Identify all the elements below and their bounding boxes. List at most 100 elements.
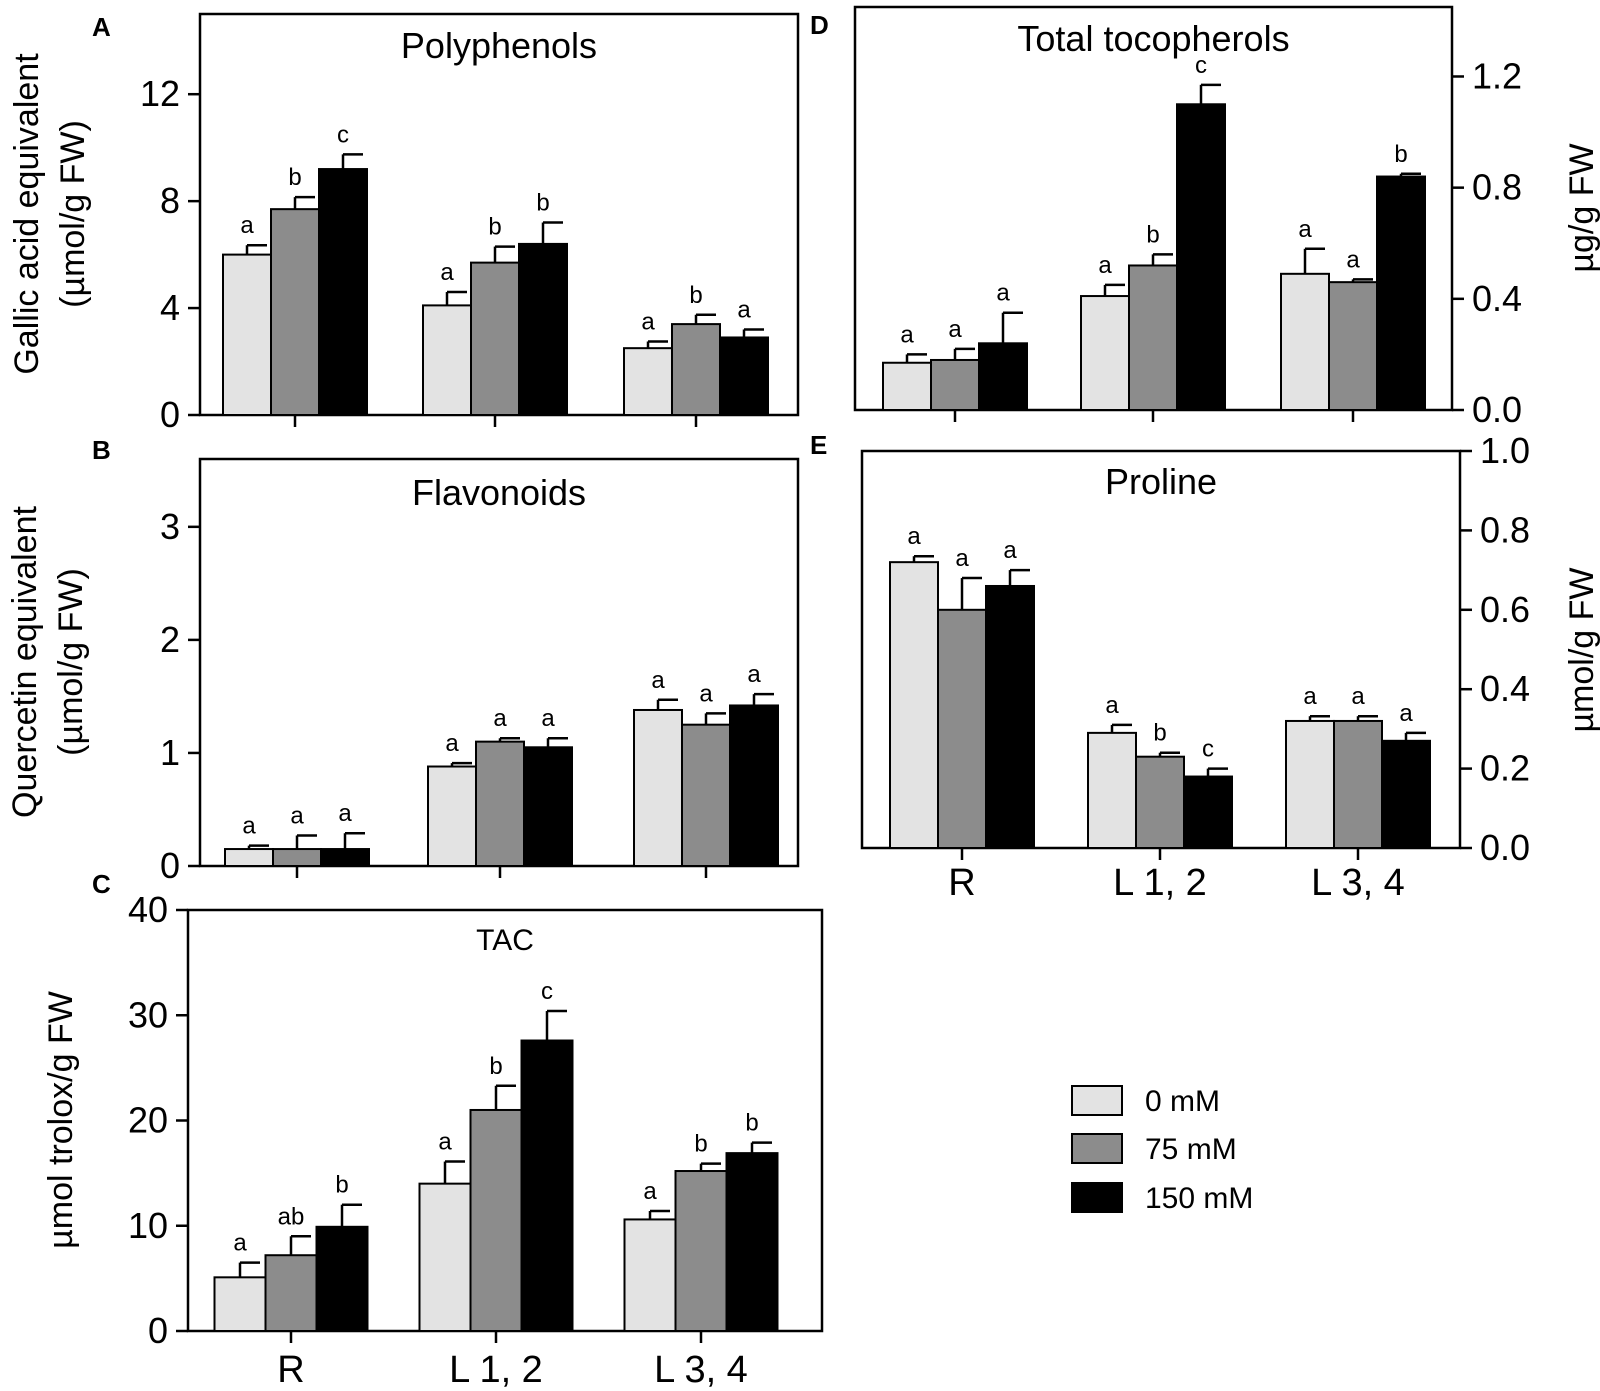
bar bbox=[224, 848, 274, 868]
significance-letter: a bbox=[907, 523, 921, 550]
x-category-label: L 1, 2 bbox=[449, 1349, 543, 1391]
panel-letter: E bbox=[810, 430, 827, 460]
significance-letter: a bbox=[445, 730, 459, 757]
significance-letter: a bbox=[1003, 537, 1017, 564]
bar bbox=[882, 361, 932, 411]
significance-letter: c bbox=[541, 978, 553, 1005]
bar bbox=[523, 746, 573, 868]
panel-b: B Flavonoids 0 1 2 3 Quercetin equivalent (µmol… bbox=[6, 435, 800, 886]
y-axis-label: µg/g FW bbox=[1563, 143, 1600, 272]
significance-letter: b bbox=[689, 282, 702, 309]
significance-letter: a bbox=[900, 321, 914, 348]
significance-letter: a bbox=[1351, 683, 1365, 710]
significance-letter: b bbox=[288, 164, 301, 191]
x-category-label: L 1, 2 bbox=[1113, 862, 1207, 904]
legend: 0 mM 75 mM 150 mM bbox=[1071, 1085, 1253, 1215]
y-axis-label: µmol/g FW bbox=[1563, 567, 1600, 732]
bar bbox=[1285, 719, 1335, 850]
bar bbox=[1128, 264, 1178, 411]
y-tick-label: 0.6 bbox=[1480, 589, 1530, 630]
y-tick-label: 0.0 bbox=[1472, 389, 1522, 430]
x-category-label: R bbox=[948, 862, 975, 904]
significance-letter: a bbox=[290, 802, 304, 829]
significance-letter: a bbox=[440, 259, 454, 286]
panel-c: C TAC 0 10 20 30 40 µmol trolox/g FW R L 1, 2 L 3,… bbox=[42, 869, 824, 1391]
bar bbox=[469, 1108, 523, 1332]
legend-swatch-75mm bbox=[1071, 1133, 1123, 1164]
legend-label-0mm: 0 mM bbox=[1145, 1085, 1220, 1118]
y-axis-label: µmol trolox/g FW bbox=[42, 991, 80, 1249]
significance-letter: a bbox=[1399, 700, 1413, 727]
significance-letter: a bbox=[438, 1129, 452, 1156]
bar bbox=[930, 358, 980, 411]
bar bbox=[213, 1276, 267, 1333]
y-tick-label: 0 bbox=[160, 845, 180, 886]
chart-title: Polyphenols bbox=[401, 25, 597, 66]
significance-letter: c bbox=[1202, 736, 1214, 763]
y-tick-label: 2 bbox=[160, 619, 180, 660]
bar bbox=[1135, 755, 1185, 849]
bar bbox=[518, 242, 568, 416]
bar bbox=[320, 848, 370, 868]
bar bbox=[985, 584, 1035, 849]
panel-letter: B bbox=[92, 435, 111, 465]
significance-letter: c bbox=[337, 121, 349, 148]
legend-label-75mm: 75 mM bbox=[1145, 1133, 1237, 1166]
significance-letter: b bbox=[1153, 720, 1166, 747]
bar bbox=[422, 304, 472, 417]
chart-title: Proline bbox=[1105, 461, 1217, 502]
bar bbox=[272, 848, 322, 868]
x-category-label: R bbox=[277, 1349, 304, 1391]
significance-letter: a bbox=[948, 316, 962, 343]
bar bbox=[1280, 272, 1330, 411]
legend-swatch-0mm bbox=[1071, 1085, 1123, 1116]
bar bbox=[623, 347, 673, 416]
chart-title: TAC bbox=[476, 924, 534, 957]
bar bbox=[674, 1170, 728, 1333]
bar bbox=[418, 1182, 472, 1333]
significance-letter: b bbox=[745, 1110, 758, 1137]
y-tick-label: 8 bbox=[160, 180, 180, 221]
y-tick-label: 0 bbox=[148, 1310, 168, 1351]
significance-letter: b bbox=[694, 1131, 707, 1158]
bar bbox=[729, 704, 779, 868]
significance-letter: a bbox=[955, 545, 969, 572]
significance-letter: a bbox=[1105, 692, 1119, 719]
chart-title: Flavonoids bbox=[412, 472, 586, 513]
panel-e: E Proline 0.0 0.2 0.4 0.6 0.8 1.0 µmol/g FW R L 1,… bbox=[810, 430, 1600, 904]
significance-letter: a bbox=[641, 308, 655, 335]
significance-letter: a bbox=[1298, 216, 1312, 243]
y-tick-label: 0.2 bbox=[1480, 748, 1530, 789]
bar bbox=[1381, 739, 1431, 849]
bar bbox=[633, 708, 683, 867]
significance-letter: a bbox=[242, 813, 256, 840]
significance-letter: a bbox=[737, 296, 751, 323]
bar bbox=[264, 1254, 318, 1332]
y-tick-label: 0.4 bbox=[1472, 278, 1522, 319]
y-tick-label: 4 bbox=[160, 287, 180, 328]
panel-letter: C bbox=[92, 869, 111, 899]
bar bbox=[719, 336, 769, 416]
bar bbox=[1376, 175, 1426, 411]
y-tick-label: 0.4 bbox=[1480, 668, 1530, 709]
significance-letter: ab bbox=[278, 1203, 305, 1230]
bar bbox=[978, 342, 1028, 411]
y-axis-label: (µmol/g FW) bbox=[54, 120, 92, 308]
y-tick-label: 0 bbox=[160, 394, 180, 435]
bar bbox=[222, 253, 272, 416]
x-category-label: L 3, 4 bbox=[654, 1349, 748, 1391]
significance-letter: a bbox=[699, 680, 713, 707]
bar bbox=[1080, 295, 1130, 411]
bar bbox=[470, 261, 520, 416]
significance-letter: a bbox=[643, 1178, 657, 1205]
significance-letter: b bbox=[488, 214, 501, 241]
bar bbox=[427, 765, 477, 867]
y-tick-label: 0.8 bbox=[1472, 167, 1522, 208]
significance-letter: a bbox=[541, 705, 555, 732]
bar bbox=[889, 561, 939, 849]
significance-letter: a bbox=[233, 1230, 247, 1257]
significance-letter: b bbox=[1146, 221, 1159, 248]
y-tick-label: 12 bbox=[140, 73, 180, 114]
